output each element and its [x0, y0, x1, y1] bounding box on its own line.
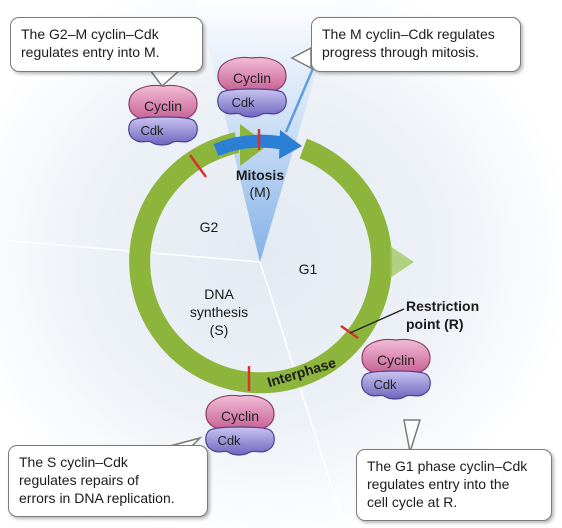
mitosis-label: Mitosis	[236, 167, 284, 183]
complex-g1: Cyclin Cdk	[361, 338, 431, 400]
callout-line: The S cyclin–Cdk	[19, 454, 128, 470]
cell-cycle-ring	[129, 138, 393, 394]
callout-tails	[148, 46, 422, 453]
complex-g2m: Cyclin Cdk	[128, 84, 198, 146]
restriction-label-line1: Restriction	[406, 298, 479, 314]
exit-arrow	[390, 246, 414, 278]
callout-line: The G1 phase cyclin–Cdk	[367, 458, 528, 474]
cyclin-label: Cyclin	[144, 98, 182, 114]
callout-line: cell cycle at R.	[367, 494, 458, 510]
cyclin-label: Cyclin	[377, 352, 415, 368]
restriction-label-line2: point (R)	[406, 316, 464, 332]
callout-line: progress through mitosis.	[322, 44, 480, 60]
mitosis-progress-arrow	[213, 134, 284, 157]
g1-label: G1	[299, 261, 318, 277]
cdk-label: Cdk	[231, 95, 255, 110]
callout-line: The G2–M cyclin–Cdk	[21, 26, 159, 42]
callout-line: regulates repairs of	[19, 472, 139, 488]
complex-s: Cyclin Cdk	[205, 394, 275, 456]
callout-line: errors in DNA replication.	[19, 490, 175, 506]
callout-line: The M cyclin–Cdk regulates	[322, 26, 495, 42]
cdk-label: Cdk	[217, 433, 241, 448]
s-phase-label-line2: synthesis	[190, 304, 248, 320]
callout-g2m-cyclin-cdk: The G2–M cyclin–Cdk regulates entry into…	[10, 17, 203, 72]
cdk-label: Cdk	[373, 377, 397, 392]
complex-m: Cyclin Cdk	[217, 56, 287, 118]
callout-line: regulates entry into M.	[21, 44, 160, 60]
callout-g1-cyclin-cdk: The G1 phase cyclin–Cdk regulates entry …	[356, 449, 552, 521]
cyclin-label: Cyclin	[233, 70, 271, 86]
callout-m-cyclin-cdk: The M cyclin–Cdk regulates progress thro…	[311, 17, 521, 72]
mitosis-abbrev: (M)	[250, 184, 271, 200]
s-phase-label-line1: DNA	[204, 286, 234, 302]
cdk-label: Cdk	[140, 123, 164, 138]
cyclin-label: Cyclin	[221, 408, 259, 424]
g2-label: G2	[200, 219, 219, 235]
s-phase-label-line3: (S)	[210, 322, 229, 338]
callout-line: regulates entry into the	[367, 476, 510, 492]
checkpoint-markers	[188, 129, 359, 391]
restriction-pointer	[349, 308, 405, 334]
callout-s-cyclin-cdk: The S cyclin–Cdk regulates repairs of er…	[8, 445, 208, 517]
